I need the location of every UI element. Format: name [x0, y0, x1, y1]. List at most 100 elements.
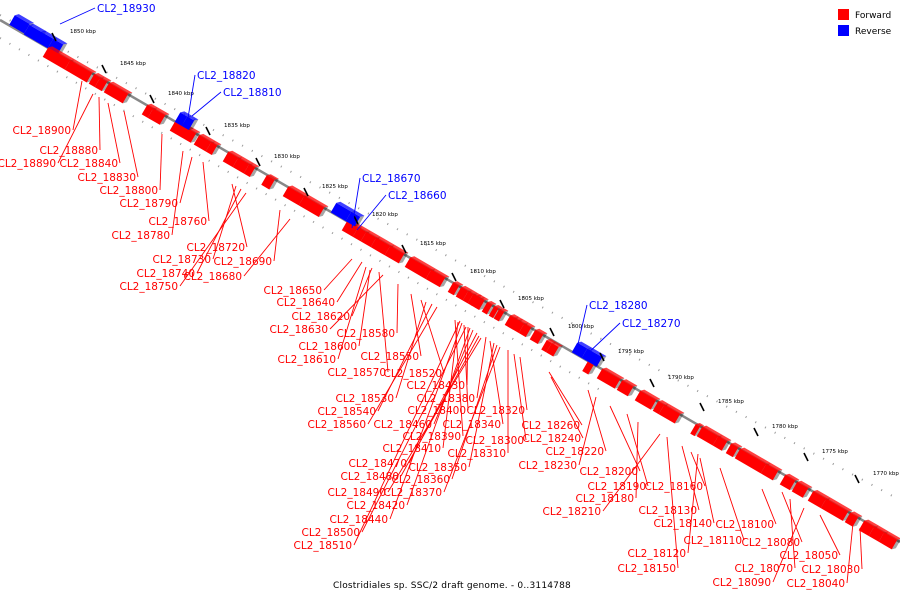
label-leader-line — [243, 218, 291, 277]
gene-label: CL2_18390 — [402, 431, 461, 443]
gene-label: CL2_18670 — [362, 173, 421, 185]
gene-label: CL2_18350 — [408, 462, 467, 474]
label-leader-line — [98, 96, 101, 151]
gene-block — [820, 497, 853, 521]
scale-tick-mark — [753, 427, 759, 437]
gene-label: CL2_18380 — [416, 393, 475, 405]
gene-features — [9, 14, 900, 550]
label-leader-line — [107, 102, 121, 164]
label-leader-line — [859, 527, 863, 570]
label-leader-line — [231, 183, 248, 248]
scale-tick-label: 1820 kbp — [372, 212, 398, 218]
scale-tick-label: 1785 kbp — [718, 399, 744, 405]
gene-block — [760, 462, 783, 481]
gene-block — [64, 59, 97, 83]
scale-tick-mark — [499, 299, 505, 309]
legend-reverse-swatch — [838, 25, 849, 36]
gene-label: CL2_18800 — [99, 185, 158, 197]
label-leader-line — [609, 405, 641, 472]
gene-block — [181, 115, 199, 131]
gene-labels: CL2_18930 CL2_18820 CL2_18810 CL2_18670 CL2_… — [0, 3, 860, 590]
gene-label: CL2_18750 — [119, 281, 178, 293]
gene-label: CL2_18460 — [373, 419, 432, 431]
label-leader-line — [666, 436, 679, 569]
label-leader-lines — [57, 7, 863, 584]
label-leader-line — [389, 322, 463, 520]
gene-label: CL2_18240 — [522, 433, 581, 445]
genome-caption: Clostridiales sp. SSC/2 draft genome. - … — [333, 581, 571, 591]
lower-dotted-line — [0, 37, 601, 391]
gene-label: CL2_18620 — [291, 311, 350, 323]
gene-label: CL2_18130 — [638, 505, 697, 517]
gene-label: CL2_18790 — [119, 198, 178, 210]
gene-label: CL2_18100 — [715, 519, 774, 531]
gene-block — [298, 194, 329, 218]
label-leader-line — [550, 376, 584, 439]
label-leader-line — [846, 522, 854, 584]
scale-tick-label: 1830 kbp — [274, 154, 300, 160]
gene-label: CL2_18640 — [276, 297, 335, 309]
label-leader-line — [442, 321, 459, 449]
gene-block — [725, 442, 743, 458]
scale-tick-mark — [51, 32, 57, 42]
scale-tick-label: 1775 kbp — [822, 449, 848, 455]
gene-block — [243, 162, 260, 177]
gene-block — [878, 531, 900, 550]
gene-label: CL2_18930 — [97, 3, 156, 15]
scale-tick-mark — [401, 244, 407, 254]
gene-label: CL2_18600 — [298, 341, 357, 353]
gene-label: CL2_18890 — [0, 158, 56, 170]
label-leader-line — [410, 293, 422, 357]
gene-label: CL2_18280 — [589, 300, 648, 312]
gene-label: CL2_18720 — [186, 242, 245, 254]
gene-label: CL2_18260 — [521, 420, 580, 432]
gene-block — [529, 328, 548, 345]
gene-label: CL2_18880 — [39, 145, 98, 157]
gene-label: CL2_18300 — [465, 435, 524, 447]
gene-block — [844, 511, 863, 527]
gene-label: CL2_18410 — [382, 443, 441, 455]
gene-label: CL2_18320 — [466, 405, 525, 417]
label-leader-line — [351, 267, 373, 317]
gene-block — [447, 281, 464, 296]
scale-tick-label: 1840 kbp — [168, 91, 194, 97]
scale-tick-mark — [101, 64, 107, 74]
scale-tick-mark — [149, 94, 155, 104]
label-leader-line — [687, 453, 699, 554]
gene-block — [791, 480, 813, 498]
gene-block — [425, 268, 450, 288]
label-leader-line — [123, 110, 139, 178]
gene-label: CL2_18580 — [336, 328, 395, 340]
scale-tick-label: 1810 kbp — [470, 269, 496, 275]
label-leader-line — [772, 507, 805, 583]
scale-tick-mark — [353, 215, 359, 225]
label-leader-line — [584, 322, 621, 357]
scale-tick-mark — [854, 474, 860, 484]
scale-tick-mark — [205, 126, 211, 136]
label-leader-line — [358, 269, 371, 347]
scale-tick-label: 1790 kbp — [668, 375, 694, 381]
gene-label: CL2_18810 — [223, 87, 282, 99]
scale-tick-label: 1825 kbp — [322, 184, 348, 190]
label-leader-line — [179, 156, 193, 204]
gene-label: CL2_18230 — [518, 460, 577, 472]
label-leader-line — [548, 371, 583, 426]
gene-block — [518, 322, 536, 338]
gene-label: CL2_18730 — [152, 254, 211, 266]
gene-label: CL2_18500 — [301, 527, 360, 539]
gene-label: CL2_18690 — [213, 256, 272, 268]
scale-tick-mark — [599, 352, 605, 362]
label-leader-line — [337, 266, 367, 360]
scale-tick-label: 1805 kbp — [518, 296, 544, 302]
label-leader-line — [59, 7, 96, 25]
scale-tick-mark — [803, 452, 809, 462]
label-leader-line — [519, 356, 528, 411]
label-leader-line — [468, 342, 495, 468]
gene-block — [103, 81, 133, 104]
gene-label: CL2_18340 — [442, 419, 501, 431]
gene-label: CL2_18650 — [263, 285, 322, 297]
label-leader-line — [443, 346, 501, 493]
scale-tick-label: 1795 kbp — [618, 349, 644, 355]
label-leader-line — [602, 433, 661, 512]
